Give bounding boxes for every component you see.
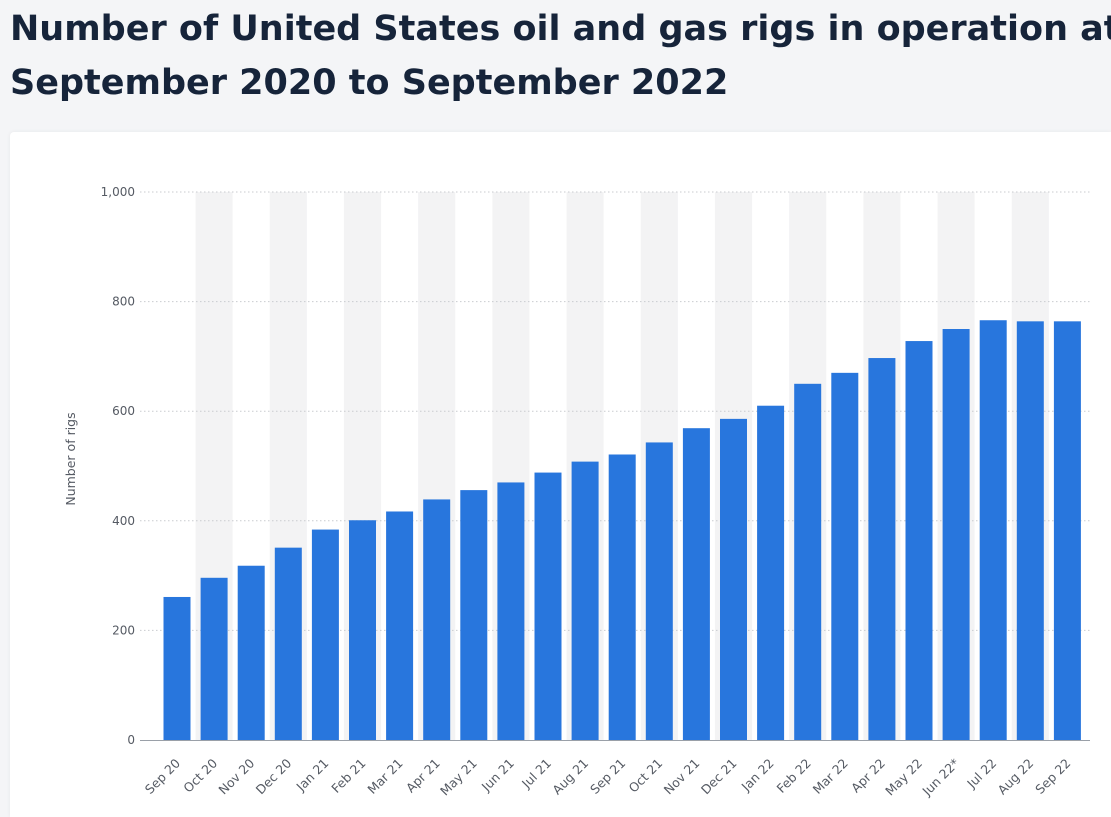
- y-tick-label: 800: [112, 295, 135, 309]
- x-tick-label: Sep 20: [142, 755, 183, 796]
- x-tick-label: Jun 21: [478, 756, 517, 795]
- x-tick-label: Dec 21: [698, 756, 740, 798]
- bar[interactable]: [423, 499, 451, 740]
- bar[interactable]: [757, 405, 785, 740]
- bar[interactable]: [534, 472, 562, 740]
- x-tick-label: Jun 22*: [919, 756, 963, 800]
- bar[interactable]: [237, 565, 265, 740]
- bar[interactable]: [794, 383, 822, 740]
- x-tick-label: Oct 21: [625, 756, 665, 796]
- y-axis-ticks: 0 200 400 600 800 1,000: [101, 185, 135, 747]
- x-tick-label: Mar 22: [810, 756, 851, 797]
- title-line-2: September 2020 to September 2022: [10, 63, 729, 103]
- bar[interactable]: [311, 529, 339, 740]
- x-tick-label: Nov 21: [661, 756, 703, 798]
- bar[interactable]: [1053, 321, 1081, 740]
- x-tick-label: Apr 21: [403, 756, 443, 796]
- bar[interactable]: [608, 454, 636, 740]
- x-tick-label: Aug 21: [549, 756, 591, 798]
- x-tick-label: Apr 22: [848, 756, 888, 796]
- y-tick-label: 400: [112, 514, 135, 528]
- y-tick-label: 600: [112, 404, 135, 418]
- x-tick-label: Sep 22: [1032, 756, 1073, 797]
- bars: [163, 320, 1081, 740]
- bar[interactable]: [497, 482, 525, 740]
- bar[interactable]: [831, 372, 859, 740]
- bar[interactable]: [942, 329, 970, 740]
- bar[interactable]: [349, 520, 376, 740]
- bar[interactable]: [868, 358, 896, 740]
- gridlines: [140, 191, 1090, 741]
- bar[interactable]: [200, 577, 228, 740]
- bar[interactable]: [979, 320, 1007, 740]
- y-axis-label: Number of rigs: [63, 412, 78, 505]
- x-tick-label: May 22: [882, 756, 925, 799]
- x-tick-label: Oct 20: [180, 755, 220, 795]
- bar[interactable]: [386, 511, 414, 740]
- bar[interactable]: [571, 461, 599, 740]
- x-tick-label: Jan 22: [738, 756, 777, 795]
- x-tick-label: Sep 21: [587, 756, 628, 797]
- y-tick-label: 0: [127, 733, 135, 747]
- x-tick-label: Feb 22: [774, 756, 814, 796]
- y-tick-label: 200: [112, 623, 135, 637]
- x-tick-label: Mar 21: [364, 756, 405, 797]
- bar[interactable]: [645, 442, 673, 740]
- bar[interactable]: [274, 547, 302, 740]
- page-title: Number of United States oil and gas rigs…: [10, 2, 1111, 110]
- bar[interactable]: [163, 596, 191, 740]
- x-tick-label: Feb 21: [328, 756, 368, 796]
- x-tick-label: Jan 21: [293, 756, 332, 795]
- y-tick-label: 1,000: [101, 185, 135, 199]
- bar[interactable]: [905, 341, 933, 740]
- bar[interactable]: [1016, 321, 1044, 740]
- x-tick-label: Dec 20: [253, 755, 295, 797]
- bar[interactable]: [682, 428, 710, 740]
- title-line-1: Number of United States oil and gas rigs…: [10, 9, 1111, 49]
- x-tick-label: Aug 22: [994, 756, 1036, 798]
- x-tick-label: Nov 20: [215, 755, 257, 797]
- x-tick-label: May 21: [437, 756, 480, 799]
- chart-card: 0 200 400 600 800 1,000 Sep 20 Oct 20 Nov 20 Dec…: [10, 132, 1111, 817]
- bar[interactable]: [720, 418, 747, 740]
- bar[interactable]: [460, 490, 488, 740]
